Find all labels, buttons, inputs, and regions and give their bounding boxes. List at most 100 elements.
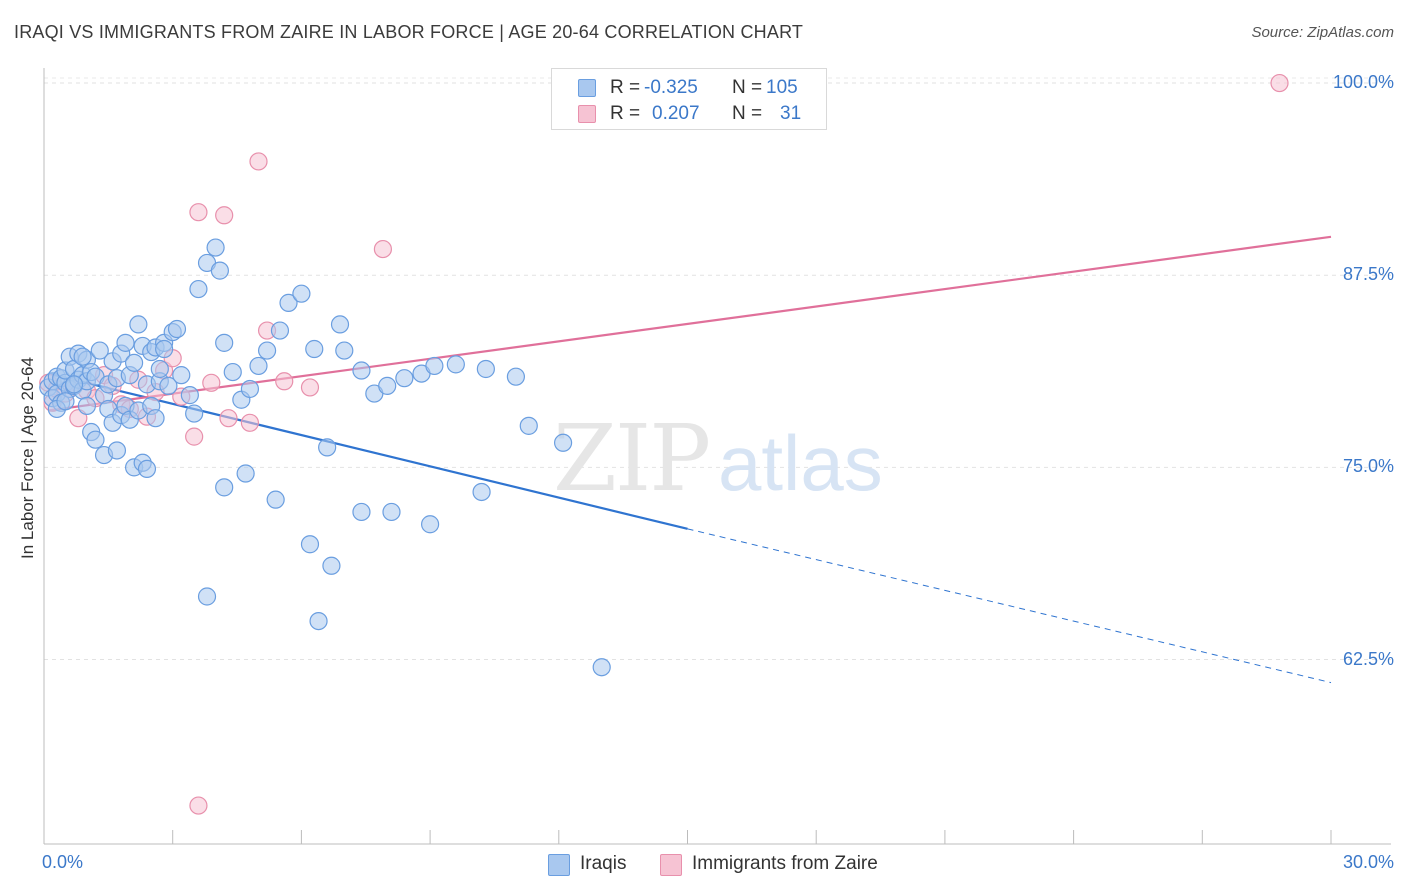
point-iraqis — [77, 396, 97, 415]
chart-source: Source: ZipAtlas.com — [1251, 24, 1394, 41]
trend-line-iraqis-extension — [687, 528, 1332, 684]
point-iraqis — [378, 376, 397, 395]
point-iraqis — [64, 375, 84, 394]
point-iraqis — [172, 366, 191, 385]
point-zaire — [69, 409, 88, 428]
point-iraqis — [107, 441, 127, 460]
point-iraqis — [472, 482, 491, 502]
stats-swatch-zaire — [578, 105, 596, 123]
point-iraqis — [90, 341, 109, 360]
point-zaire — [1270, 73, 1289, 93]
point-iraqis — [270, 321, 290, 340]
correlation-stats-box: R = -0.325 N = 105 R = 0.207 N = 31 — [551, 68, 827, 130]
axes — [43, 68, 1391, 845]
n-label: N = — [732, 77, 763, 98]
y-tick-label: 75.0% — [1342, 456, 1394, 477]
n-value-zaire: 31 — [780, 103, 802, 124]
r-value-iraqis: -0.325 — [644, 77, 698, 98]
point-iraqis — [309, 611, 328, 631]
point-iraqis — [73, 347, 92, 366]
point-zaire — [189, 203, 208, 222]
point-iraqis — [592, 658, 611, 677]
point-zaire — [215, 206, 234, 225]
legend-swatch-zaire — [660, 854, 682, 876]
point-iraqis — [330, 315, 350, 334]
point-iraqis — [318, 438, 337, 457]
point-iraqis — [185, 404, 204, 423]
point-iraqis — [266, 490, 285, 509]
n-value-iraqis: 105 — [766, 77, 798, 98]
y-tick-label: 62.5% — [1342, 648, 1394, 669]
point-iraqis — [129, 315, 148, 334]
gridlines — [44, 77, 1391, 661]
point-iraqis — [240, 379, 260, 399]
point-iraqis — [322, 556, 341, 575]
point-iraqis — [446, 355, 465, 374]
point-iraqis — [305, 339, 324, 359]
y-tick-label: 100.0% — [1332, 72, 1394, 93]
point-zaire — [249, 152, 268, 171]
point-iraqis — [215, 478, 234, 497]
point-iraqis — [292, 284, 311, 303]
point-iraqis — [159, 376, 178, 395]
point-iraqis — [382, 502, 401, 522]
point-iraqis — [215, 333, 234, 352]
point-iraqis — [167, 319, 187, 339]
point-iraqis — [223, 362, 242, 382]
point-iraqis — [421, 515, 440, 534]
point-iraqis — [257, 341, 277, 360]
x-tick-label: 0.0% — [42, 852, 84, 872]
x-tick-label: 30.0% — [1342, 852, 1394, 872]
point-iraqis — [86, 430, 105, 449]
point-iraqis — [249, 356, 268, 376]
trend-line-zaire — [48, 235, 1332, 412]
point-iraqis — [476, 359, 495, 379]
legend-swatch-iraqis — [548, 854, 570, 876]
point-iraqis — [395, 369, 414, 388]
point-iraqis — [425, 356, 444, 376]
point-iraqis — [189, 279, 208, 299]
chart-title: IRAQI VS IMMIGRANTS FROM ZAIRE IN LABOR … — [14, 22, 804, 42]
point-iraqis — [146, 409, 165, 428]
point-zaire — [275, 372, 294, 391]
point-iraqis — [300, 535, 320, 554]
stats-swatch-iraqis — [578, 79, 596, 97]
y-axis-label: In Labor Force | Age 20-64 — [18, 357, 37, 559]
point-iraqis — [116, 333, 135, 352]
legend-label-zaire: Immigrants from Zaire — [692, 853, 878, 874]
point-iraqis — [236, 464, 255, 483]
point-iraqis — [56, 392, 75, 411]
point-iraqis — [553, 433, 573, 452]
point-iraqis — [150, 359, 169, 379]
point-iraqis — [197, 587, 217, 606]
y-tick-label: 87.5% — [1342, 264, 1394, 285]
point-iraqis — [506, 367, 526, 386]
point-iraqis — [352, 361, 371, 380]
point-zaire — [189, 796, 208, 815]
r-label: R = — [610, 77, 641, 98]
watermark-zip: ZIP — [553, 405, 709, 512]
point-zaire — [219, 409, 238, 428]
point-iraqis — [124, 353, 144, 372]
legend: Iraqis Immigrants from Zaire — [0, 852, 1406, 878]
point-iraqis — [335, 341, 354, 360]
r-label: R = — [610, 103, 641, 124]
point-zaire — [202, 373, 221, 392]
legend-label-iraqis: Iraqis — [580, 853, 627, 874]
point-zaire — [240, 413, 260, 432]
r-value-zaire: 0.207 — [652, 103, 700, 124]
point-zaire — [373, 239, 393, 259]
point-iraqis — [279, 293, 298, 312]
point-iraqis — [519, 416, 538, 435]
watermark-atlas: atlas — [718, 419, 883, 507]
point-zaire — [185, 427, 204, 446]
watermark: ZIP atlas — [553, 405, 883, 512]
point-zaire — [300, 378, 320, 397]
point-iraqis — [155, 339, 174, 359]
data-points — [39, 73, 1289, 815]
n-label: N = — [732, 103, 763, 124]
point-iraqis — [352, 502, 371, 522]
point-iraqis — [206, 238, 225, 257]
point-iraqis — [180, 386, 199, 405]
